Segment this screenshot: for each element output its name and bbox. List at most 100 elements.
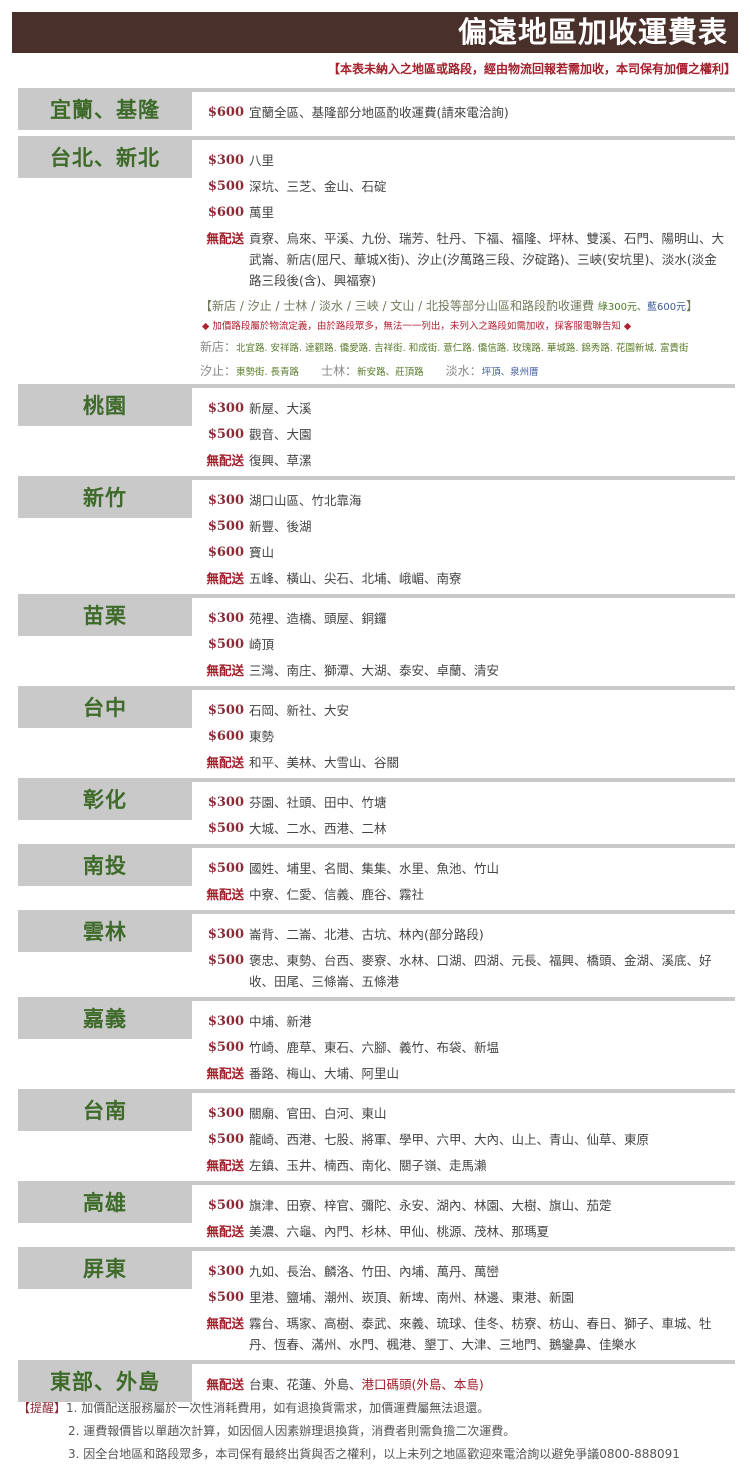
area-list: 新屋、大溪 bbox=[249, 398, 735, 419]
area-text: 大城、二水、西港、二林 bbox=[249, 821, 387, 836]
area-list: 里港、鹽埔、潮州、崁頂、新埤、南州、林邊、東港、新園 bbox=[249, 1287, 735, 1308]
area-list: 龍崎、西港、七股、將軍、學甲、六甲、大內、山上、青山、仙草、東原 bbox=[249, 1129, 735, 1150]
area-text: 五峰、橫山、尖石、北埔、峨嵋、南寮 bbox=[249, 571, 462, 586]
region-name: 屏東 bbox=[18, 1251, 192, 1289]
no-delivery-label: 無配送 bbox=[206, 1066, 244, 1081]
fee-row: $600 萬里 bbox=[194, 202, 735, 223]
region-name: 高雄 bbox=[18, 1185, 192, 1223]
no-delivery-label: 無配送 bbox=[206, 231, 244, 246]
fee-row: 無配送 五峰、橫山、尖石、北埔、峨嵋、南寮 bbox=[194, 568, 735, 589]
region-table: 宜蘭、基隆 $600 宜蘭全區、基隆部分地區酌收運費(請來電洽詢) 台北、新北 $300… bbox=[18, 88, 735, 1408]
no-delivery-label: 無配送 bbox=[206, 571, 244, 586]
fee-row: $500 褒忠、東勢、台西、麥寮、水林、口湖、四湖、元長、福興、橋頭、金湖、溪底、… bbox=[194, 950, 735, 992]
price-label: $500 bbox=[207, 953, 244, 968]
area-text: 美濃、六龜、內門、杉林、甲仙、桃源、茂林、那瑪夏 bbox=[249, 1224, 550, 1239]
area-text: 左鎮、玉井、楠西、南化、關子嶺、走馬瀨 bbox=[249, 1158, 487, 1173]
road-lists: 新店：北宜路. 安祥路. 達觀路. 僑愛路. 吉祥街. 和成街. 薏仁路. 僑信… bbox=[200, 336, 735, 384]
fee-row: $300 關廟、官田、白河、東山 bbox=[194, 1103, 735, 1124]
area-list: 番路、梅山、大埔、阿里山 bbox=[249, 1063, 735, 1084]
fee-rows: $300 關廟、官田、白河、東山 $500 龍崎、西港、七股、將軍、學甲、六甲、大內、… bbox=[194, 1103, 735, 1176]
area-list: 九如、長治、麟洛、竹田、內埔、萬丹、萬巒 bbox=[249, 1261, 735, 1282]
fee-row: $300 八里 bbox=[194, 150, 735, 171]
area-list: 旗津、田寮、梓官、彌陀、永安、湖內、林園、大樹、旗山、茄萣 bbox=[249, 1195, 735, 1216]
fee-row: $500 國姓、埔里、名間、集集、水里、魚池、竹山 bbox=[194, 858, 735, 879]
no-delivery-label: 無配送 bbox=[206, 1377, 244, 1392]
fee-row: 無配送 復興、草漯 bbox=[194, 450, 735, 471]
fee-row: $300 新屋、大溪 bbox=[194, 398, 735, 419]
region-name: 台中 bbox=[18, 690, 192, 728]
fee-rows: $300 崙背、二崙、北港、古坑、林內(部分路段) $500 褒忠、東勢、台西、麥寮、… bbox=[194, 924, 735, 992]
area-list: 中寮、仁愛、信義、鹿谷、霧社 bbox=[249, 884, 735, 905]
region-section: 東部、外島 無配送 台東、花蓮、外島、港口碼頭(外島、本島) bbox=[18, 1360, 735, 1408]
area-text: 霧台、瑪家、高樹、泰武、來義、琉球、佳冬、枋寮、枋山、春日、獅子、車城、牡丹、恆… bbox=[249, 1316, 712, 1352]
note-close: 】 bbox=[686, 299, 699, 313]
region-section: 台中 $500 石岡、新社、大安 $600 東勢 無配送 和平、美林、大雪山、谷關 bbox=[18, 686, 735, 773]
fee-row: $300 崙背、二崙、北港、古坑、林內(部分路段) bbox=[194, 924, 735, 945]
price-label: $500 bbox=[207, 519, 244, 534]
region-section: 桃園 $300 新屋、大溪 $500 觀音、大園無配送 復興、草漯 bbox=[18, 384, 735, 471]
area-list: 三灣、南庄、獅潭、大湖、泰安、卓蘭、清安 bbox=[249, 660, 735, 681]
price-label: $500 bbox=[207, 1198, 244, 1213]
region-section: 雲林 $300 崙背、二崙、北港、古坑、林內(部分路段) $500 褒忠、東勢、台西、麥… bbox=[18, 910, 735, 992]
price-label: $500 bbox=[207, 821, 244, 836]
fee-rows: $500 石岡、新社、大安 $600 東勢 無配送 和平、美林、大雪山、谷關 bbox=[194, 700, 735, 773]
region-name: 雲林 bbox=[18, 914, 192, 952]
area-list: 觀音、大園 bbox=[249, 424, 735, 445]
fee-row: 無配送 中寮、仁愛、信義、鹿谷、霧社 bbox=[194, 884, 735, 905]
area-text: 觀音、大園 bbox=[249, 427, 312, 442]
region-section: 彰化 $300 芬園、社頭、田中、竹塘 $500 大城、二水、西港、二林 bbox=[18, 778, 735, 839]
region-section: 台北、新北 $300 八里 $500 深坑、三芝、金山、石碇 $600 萬里 無配送 貢寮、烏來… bbox=[18, 136, 735, 384]
area-text-highlight: 港口碼頭(外島、本島) bbox=[361, 1377, 484, 1392]
fee-row: $500 里港、鹽埔、潮州、崁頂、新埤、南州、林邊、東港、新園 bbox=[194, 1287, 735, 1308]
region-name: 嘉義 bbox=[18, 1001, 192, 1039]
area-text: 崙背、二崙、北港、古坑、林內(部分路段) bbox=[249, 927, 484, 942]
price-label: $500 bbox=[207, 637, 244, 652]
area-list: 大城、二水、西港、二林 bbox=[249, 818, 735, 839]
fee-rows: $300 湖口山區、竹北靠海 $500 新豐、後湖 $600 寶山 無配送 五峰、橫山、尖石、… bbox=[194, 490, 735, 589]
price-label: $500 bbox=[207, 427, 244, 442]
price-label: $300 bbox=[207, 795, 244, 810]
region-name: 宜蘭、基隆 bbox=[18, 92, 192, 130]
area-text: 石岡、新社、大安 bbox=[249, 703, 350, 718]
area-list: 竹崎、鹿草、東石、六腳、義竹、布袋、新塭 bbox=[249, 1037, 735, 1058]
reminder-label: 【提醒】 bbox=[18, 1401, 67, 1415]
area-text: 旗津、田寮、梓官、彌陀、永安、湖內、林園、大樹、旗山、茄萣 bbox=[249, 1198, 612, 1213]
fee-row: $500 竹崎、鹿草、東石、六腳、義竹、布袋、新塭 bbox=[194, 1037, 735, 1058]
fee-row: 無配送 和平、美林、大雪山、谷關 bbox=[194, 752, 735, 773]
price-label: $300 bbox=[207, 153, 244, 168]
reminder-notes: 【提醒】1. 加價配送服務屬於一次性消耗費用，如有退換貨需求，加價運費屬無法退還… bbox=[18, 1397, 680, 1466]
area-list: 八里 bbox=[249, 150, 735, 171]
price-label: $300 bbox=[207, 1014, 244, 1029]
price-label: $300 bbox=[207, 401, 244, 416]
fee-row: $600 寶山 bbox=[194, 542, 735, 563]
fee-row: $500 大城、二水、西港、二林 bbox=[194, 818, 735, 839]
no-delivery-label: 無配送 bbox=[206, 755, 244, 770]
road-district: 汐止： bbox=[200, 364, 237, 378]
no-delivery-label: 無配送 bbox=[206, 1316, 244, 1331]
area-text: 里港、鹽埔、潮州、崁頂、新埤、南州、林邊、東港、新園 bbox=[249, 1290, 575, 1305]
road-names: 坪頂、泉州厝 bbox=[481, 367, 539, 378]
reminder-item: 1. 加價配送服務屬於一次性消耗費用，如有退換貨需求，加價運費屬無法退還。 bbox=[66, 1401, 490, 1415]
price-label: $500 bbox=[207, 1132, 244, 1147]
fee-rows: $300 九如、長治、麟洛、竹田、內埔、萬丹、萬巒 $500 里港、鹽埔、潮州、崁頂、… bbox=[194, 1261, 735, 1355]
fee-row: $300 湖口山區、竹北靠海 bbox=[194, 490, 735, 511]
region-section: 苗栗 $300 苑裡、造橋、頭屋、銅鑼 $500 崎頂 無配送 三灣、南庄、獅潭、大湖、泰安… bbox=[18, 594, 735, 681]
region-name: 桃園 bbox=[18, 388, 192, 426]
price-label: $600 bbox=[207, 545, 244, 560]
area-text: 九如、長治、麟洛、竹田、內埔、萬丹、萬巒 bbox=[249, 1264, 500, 1279]
no-delivery-label: 無配送 bbox=[206, 887, 244, 902]
price-label: $300 bbox=[207, 927, 244, 942]
fee-rows: $300 芬園、社頭、田中、竹塘 $500 大城、二水、西港、二林 bbox=[194, 792, 735, 839]
area-text: 三灣、南庄、獅潭、大湖、泰安、卓蘭、清安 bbox=[249, 663, 500, 678]
fee-row: $500 石岡、新社、大安 bbox=[194, 700, 735, 721]
road-names: 北宜路. 安祥路. 達觀路. 僑愛路. 吉祥街. 和成街. 薏仁路. 僑信路. … bbox=[236, 343, 689, 354]
header-bar: 偏遠地區加收運費表 bbox=[12, 12, 738, 53]
fee-row: 無配送 貢寮、烏來、平溪、九份、瑞芳、牡丹、下福、福隆、坪林、雙溪、石門、陽明山、… bbox=[194, 228, 735, 291]
area-list: 美濃、六龜、內門、杉林、甲仙、桃源、茂林、那瑪夏 bbox=[249, 1221, 735, 1242]
region-section: 宜蘭、基隆 $600 宜蘭全區、基隆部分地區酌收運費(請來電洽詢) bbox=[18, 88, 735, 136]
no-delivery-label: 無配送 bbox=[206, 1224, 244, 1239]
area-list: 台東、花蓮、外島、港口碼頭(外島、本島) bbox=[249, 1374, 735, 1395]
surcharge-note: 【新店 / 汐止 / 士林 / 淡水 / 三峽 / 文山 / 北投等部分山區和路… bbox=[200, 296, 735, 318]
region-section: 屏東 $300 九如、長治、麟洛、竹田、內埔、萬丹、萬巒 $500 里港、鹽埔、潮州、崁… bbox=[18, 1247, 735, 1355]
area-list: 崎頂 bbox=[249, 634, 735, 655]
